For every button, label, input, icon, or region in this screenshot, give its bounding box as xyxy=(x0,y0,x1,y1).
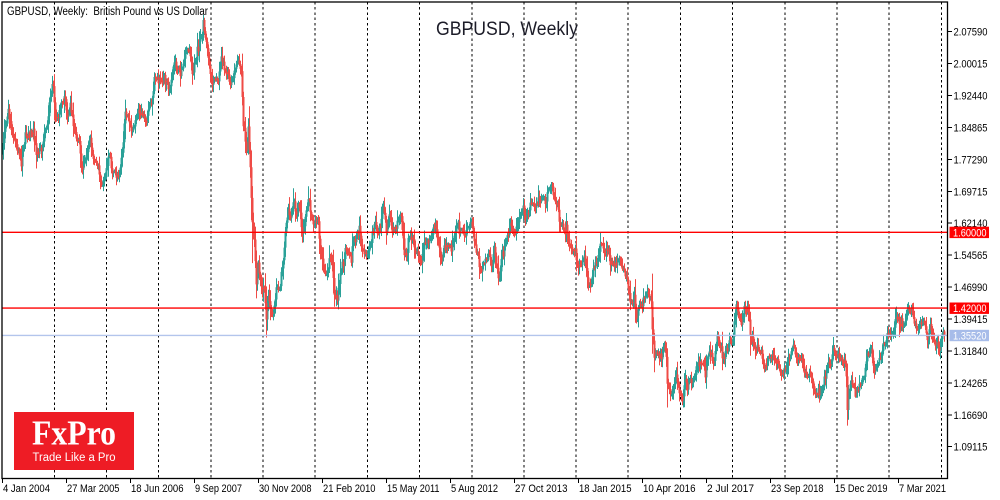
svg-text:27 Mar 2005: 27 Mar 2005 xyxy=(67,483,120,495)
svg-text:1.16690: 1.16690 xyxy=(954,410,988,422)
svg-text:GBPUSD, Weekly: GBPUSD, Weekly xyxy=(436,18,578,40)
svg-text:21 Feb 2010: 21 Feb 2010 xyxy=(323,483,376,495)
svg-text:FxPro: FxPro xyxy=(32,414,116,453)
svg-text:27 Oct 2013: 27 Oct 2013 xyxy=(515,483,568,495)
svg-text:Trade Like a Pro: Trade Like a Pro xyxy=(33,452,116,464)
svg-text:1.92440: 1.92440 xyxy=(954,91,988,103)
svg-text:1.46990: 1.46990 xyxy=(954,282,988,294)
svg-text:2.07590: 2.07590 xyxy=(954,27,988,39)
svg-text:1.54565: 1.54565 xyxy=(954,250,988,262)
svg-text:4 Jan 2004: 4 Jan 2004 xyxy=(3,483,50,495)
svg-text:18 Jan 2015: 18 Jan 2015 xyxy=(579,483,632,495)
svg-text:30 Nov 2008: 30 Nov 2008 xyxy=(259,483,312,495)
svg-text:1.39415: 1.39415 xyxy=(954,314,988,326)
svg-text:5 Aug 2012: 5 Aug 2012 xyxy=(451,483,498,495)
svg-text:7 Mar 2021: 7 Mar 2021 xyxy=(899,483,946,495)
svg-text:23 Sep 2018: 23 Sep 2018 xyxy=(771,483,824,495)
svg-text:15 Dec 2019: 15 Dec 2019 xyxy=(835,483,888,495)
svg-text:15 May 2011: 15 May 2011 xyxy=(387,483,440,495)
svg-text:10 Apr 2016: 10 Apr 2016 xyxy=(643,483,696,495)
svg-text:9 Sep 2007: 9 Sep 2007 xyxy=(195,483,242,495)
svg-text:1.42000: 1.42000 xyxy=(953,303,987,315)
svg-text:1.84865: 1.84865 xyxy=(954,123,988,135)
svg-text:2 Jul 2017: 2 Jul 2017 xyxy=(707,483,754,495)
svg-text:1.69715: 1.69715 xyxy=(954,186,988,198)
svg-text:1.35520: 1.35520 xyxy=(953,330,987,342)
svg-text:2.00015: 2.00015 xyxy=(954,59,988,71)
svg-text:GBPUSD, Weekly: British Pound: GBPUSD, Weekly: British Pound vs US Doll… xyxy=(7,6,208,18)
svg-text:1.60000: 1.60000 xyxy=(953,227,987,239)
svg-text:18 Jun 2006: 18 Jun 2006 xyxy=(131,483,184,495)
svg-text:1.77290: 1.77290 xyxy=(954,154,988,166)
svg-text:1.31840: 1.31840 xyxy=(954,346,988,358)
svg-text:1.09115: 1.09115 xyxy=(954,442,988,454)
svg-text:1.24265: 1.24265 xyxy=(954,378,988,390)
